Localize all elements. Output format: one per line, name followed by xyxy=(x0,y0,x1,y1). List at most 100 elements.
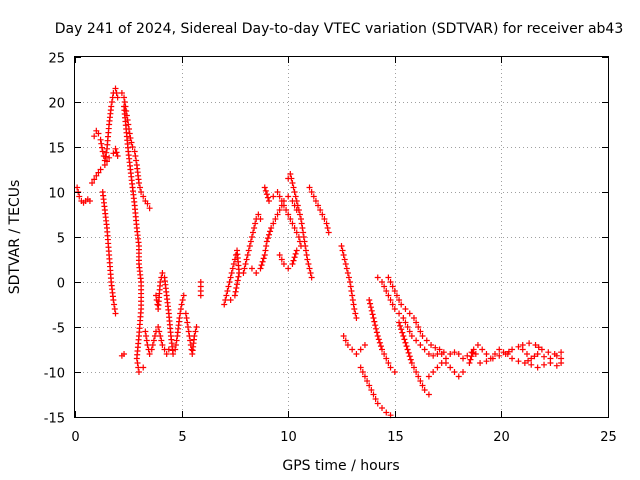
data-point xyxy=(133,355,140,362)
data-point xyxy=(379,405,386,411)
data-point xyxy=(483,351,490,357)
data-point xyxy=(185,328,192,335)
data-point xyxy=(234,277,241,284)
data-point xyxy=(535,344,542,351)
data-point xyxy=(417,378,424,384)
data-point xyxy=(144,200,151,207)
y-tick-label: 20 xyxy=(48,97,65,112)
data-point xyxy=(324,225,331,231)
data-point xyxy=(385,360,392,366)
data-point xyxy=(226,279,233,285)
data-point xyxy=(541,353,548,360)
data-point xyxy=(255,211,262,218)
data-point xyxy=(291,254,298,261)
data-point xyxy=(276,193,283,200)
y-tick-label: 10 xyxy=(48,187,65,202)
data-point xyxy=(142,328,149,335)
data-point xyxy=(400,315,407,321)
data-point xyxy=(489,355,496,362)
data-point xyxy=(155,324,162,330)
data-point xyxy=(425,373,432,380)
data-point xyxy=(342,261,349,267)
data-point xyxy=(248,265,255,272)
data-point xyxy=(375,336,382,343)
data-point xyxy=(308,189,315,195)
data-point xyxy=(285,193,292,200)
data-point xyxy=(170,351,177,357)
data-point xyxy=(413,369,420,375)
data-point xyxy=(515,358,522,365)
data-point xyxy=(305,261,312,267)
data-point xyxy=(270,220,277,227)
data-point xyxy=(349,346,356,353)
data-point xyxy=(496,352,503,359)
data-point xyxy=(526,340,533,347)
data-point xyxy=(76,193,83,200)
data-point xyxy=(112,85,119,92)
data-point xyxy=(97,136,104,143)
data-point xyxy=(451,349,458,356)
data-point xyxy=(89,180,96,186)
data-point xyxy=(251,225,258,231)
data-point xyxy=(373,329,380,336)
data-point xyxy=(387,279,394,285)
data-point xyxy=(98,140,105,147)
data-point xyxy=(302,243,309,249)
data-point xyxy=(301,238,308,245)
data-point xyxy=(402,339,409,346)
data-point xyxy=(242,261,249,267)
data-point xyxy=(319,211,326,218)
data-point xyxy=(342,337,349,344)
data-point xyxy=(523,351,530,357)
data-point xyxy=(223,292,230,299)
data-point xyxy=(558,360,565,366)
data-point xyxy=(399,329,406,336)
data-point xyxy=(347,279,354,285)
data-point xyxy=(521,360,528,366)
data-point xyxy=(263,191,270,198)
data-point xyxy=(192,328,199,335)
data-point xyxy=(350,301,357,308)
data-point xyxy=(296,211,303,218)
data-point xyxy=(287,216,294,222)
data-point xyxy=(308,274,315,281)
data-point xyxy=(114,153,121,159)
data-point xyxy=(425,391,432,398)
data-point xyxy=(178,301,185,308)
data-point xyxy=(114,94,121,101)
data-point xyxy=(340,333,347,339)
data-point xyxy=(315,202,322,209)
data-point xyxy=(135,369,142,375)
data-point xyxy=(113,149,120,156)
data-point xyxy=(93,172,100,179)
data-point xyxy=(149,342,156,348)
data-point xyxy=(243,256,250,263)
data-point xyxy=(300,229,307,236)
data-point xyxy=(347,283,354,290)
data-point xyxy=(234,281,241,288)
data-point xyxy=(143,333,150,339)
data-point xyxy=(436,346,443,353)
data-point xyxy=(381,351,388,357)
data-point xyxy=(364,378,371,384)
data-point xyxy=(509,355,516,362)
data-point xyxy=(402,306,409,312)
data-point xyxy=(344,342,351,348)
x-tick-label: 10 xyxy=(280,430,297,445)
data-point xyxy=(408,333,415,339)
data-point xyxy=(295,207,302,213)
x-axis-title: GPS time / hours xyxy=(282,458,399,474)
data-point xyxy=(246,243,253,249)
chart-title: Day 241 of 2024, Sidereal Day-to-day VTE… xyxy=(55,21,624,37)
y-tick-labels: -15 -10 -5 0 5 10 15 20 25 xyxy=(44,52,65,427)
data-point xyxy=(153,292,160,299)
data-point xyxy=(91,176,98,183)
data-point xyxy=(227,297,234,303)
data-point xyxy=(349,297,356,303)
data-point xyxy=(184,324,191,330)
data-point xyxy=(447,364,454,371)
data-point xyxy=(86,198,93,204)
data-point xyxy=(307,270,314,276)
data-point xyxy=(343,265,350,272)
data-point xyxy=(99,144,106,151)
